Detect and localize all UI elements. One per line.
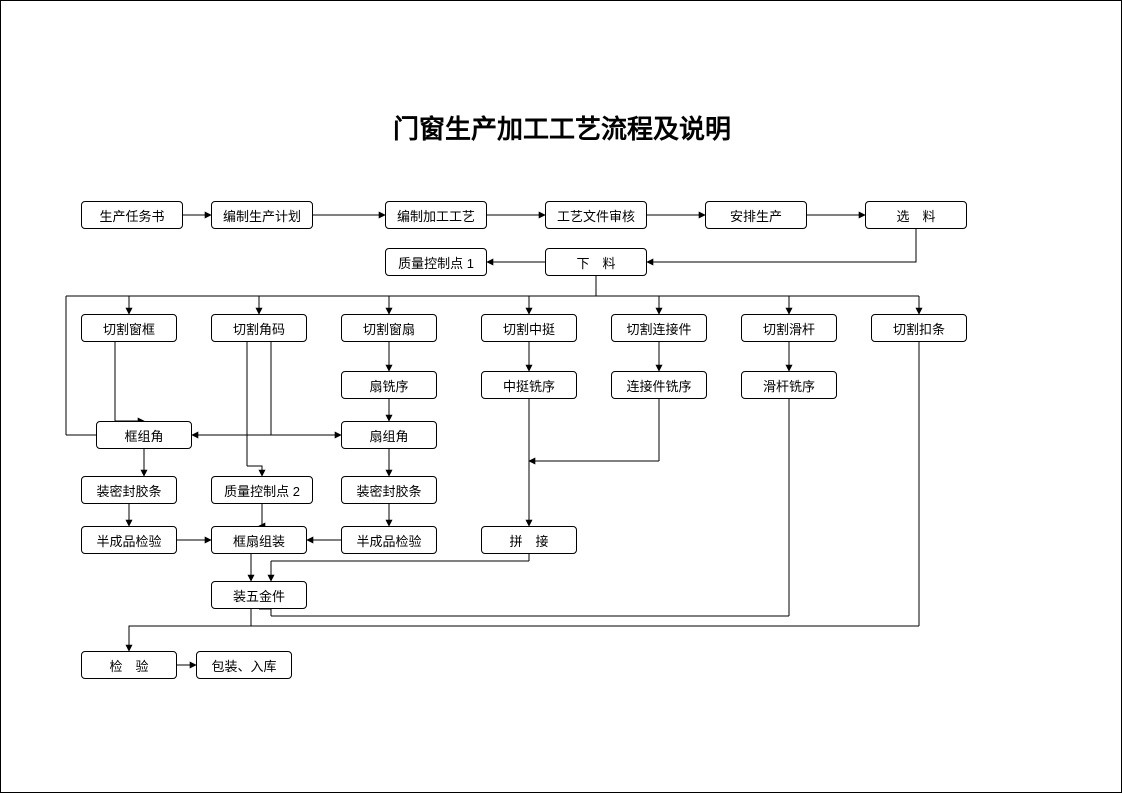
node-asm: 框扇组装 [211,526,307,554]
edge [192,342,271,435]
node-h1: 半成品检验 [81,526,177,554]
node-n8: 下 料 [545,248,647,276]
node-s1: 装密封胶条 [81,476,177,504]
flowchart-canvas: 门窗生产加工工艺流程及说明 生产任务书编制生产计划 编制加工工艺 工艺文件审核 安排生… [0,0,1122,793]
edge [115,342,144,421]
edge [259,504,262,526]
node-h3: 半成品检验 [341,526,437,554]
node-m3: 扇铣序 [341,371,437,399]
node-pk: 包装、入库 [196,651,292,679]
node-n3: 编制加工工艺 [385,201,487,229]
node-n1: 生产任务书 [81,201,183,229]
node-n7: 质量控制点 1 [385,248,487,276]
node-a1: 框组角 [96,421,192,449]
node-c1: 切割窗框 [81,314,177,342]
node-a3: 扇组角 [341,421,437,449]
edge [247,466,262,476]
node-m5: 连接件铣序 [611,371,707,399]
node-n4: 工艺文件审核 [545,201,647,229]
node-n5: 安排生产 [705,201,807,229]
node-c7: 切割扣条 [871,314,967,342]
node-hw: 装五金件 [211,581,307,609]
edge [129,626,141,651]
node-m4: 中挺铣序 [481,371,577,399]
edge [259,609,271,616]
node-c4: 切割中挺 [481,314,577,342]
node-c6: 切割滑杆 [741,314,837,342]
node-chk: 检 验 [81,651,177,679]
node-pj: 拼 接 [481,526,577,554]
edge [647,229,916,262]
node-n2: 编制生产计划 [211,201,313,229]
node-c2: 切割角码 [211,314,307,342]
node-m6: 滑杆铣序 [741,371,837,399]
node-q2: 质量控制点 2 [211,476,313,504]
page-title: 门窗生产加工工艺流程及说明 [1,109,1122,146]
node-c3: 切割窗扇 [341,314,437,342]
node-n6: 选 料 [865,201,967,229]
node-c5: 切割连接件 [611,314,707,342]
edge [271,342,341,435]
node-s3: 装密封胶条 [341,476,437,504]
